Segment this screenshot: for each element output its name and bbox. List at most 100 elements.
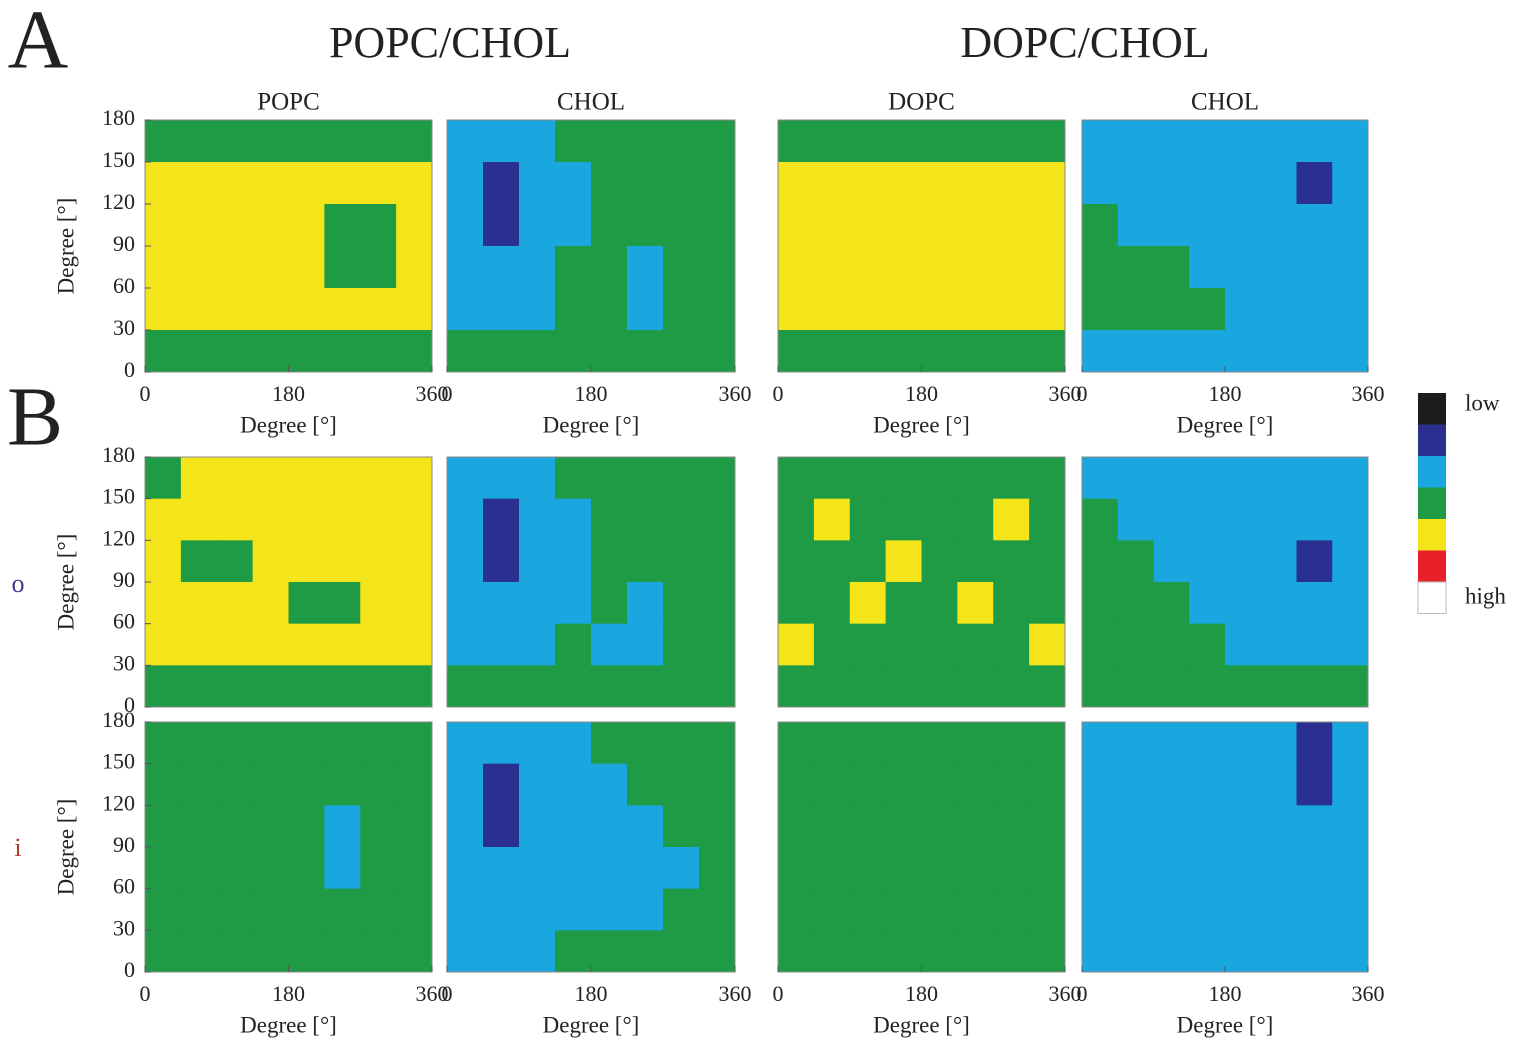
heatmap-cell	[663, 722, 700, 765]
heatmap-cell	[699, 582, 736, 625]
heatmap-cell	[252, 930, 289, 973]
heatmap-cell	[778, 498, 815, 541]
heatmap-cell	[1296, 665, 1333, 708]
y-tick-label: 180	[102, 707, 135, 732]
heatmap-cell	[1117, 623, 1154, 666]
colorbar-swatch	[1418, 487, 1446, 519]
heatmap-cell	[1332, 930, 1369, 973]
heatmap-cell	[396, 498, 433, 541]
heatmap-cell	[957, 457, 994, 500]
heatmap-cell	[1260, 162, 1297, 205]
heatmap-cell	[555, 763, 592, 806]
heatmap-cell	[180, 288, 218, 331]
heatmap-cell	[699, 623, 736, 666]
heatmap-cell	[324, 498, 361, 541]
heatmap-cell	[849, 805, 887, 848]
heatmap-cell	[885, 847, 922, 890]
heatmap-cell	[627, 246, 664, 289]
heatmap-cell	[1332, 722, 1369, 765]
plot-frame	[777, 456, 1066, 708]
heatmap-cell	[447, 888, 484, 931]
heatmap-cell	[663, 330, 700, 373]
heatmap-cell	[252, 763, 289, 806]
heatmap-cell	[324, 457, 361, 500]
heatmap-cell	[591, 930, 628, 973]
heatmap-cell	[993, 930, 1030, 973]
colorbar-swatch	[1417, 581, 1447, 614]
heatmap-cell	[1153, 162, 1190, 205]
heatmap-cell	[849, 204, 887, 247]
heatmap-cell	[885, 763, 922, 806]
column-title: POPC	[257, 89, 320, 116]
heatmap-cell	[1082, 930, 1119, 973]
heatmap-cell	[360, 204, 397, 247]
heatmap-cell	[993, 498, 1030, 541]
heatmap-cell	[885, 162, 922, 205]
heatmap-cell	[447, 722, 484, 765]
heatmap-cell	[1082, 204, 1119, 247]
heatmap-cell	[885, 120, 922, 163]
heatmap-cell	[288, 722, 325, 765]
heatmap-cell	[145, 847, 182, 890]
heatmap-cell	[993, 582, 1030, 625]
heatmap-cell	[1117, 722, 1154, 765]
y-tick-label: 150	[102, 484, 135, 509]
heatmap-cell	[1189, 888, 1226, 931]
heatmap-cell	[396, 582, 433, 625]
y-tick-label: 60	[113, 874, 135, 899]
heatmap-cell	[627, 204, 664, 247]
heatmap-cell	[663, 204, 700, 247]
heatmap-cell	[483, 665, 520, 708]
x-tick-label: 0	[773, 981, 784, 1006]
heatmap-cell	[1225, 930, 1262, 973]
heatmap-cell	[288, 847, 325, 890]
heatmap-cell	[1029, 623, 1066, 666]
heatmap-cell	[324, 246, 361, 289]
heatmap-cell	[1225, 722, 1262, 765]
heatmap-cell	[778, 246, 815, 289]
heatmap-cell	[921, 930, 958, 973]
heatmap-cell	[699, 847, 736, 890]
heatmap-cell	[1153, 204, 1190, 247]
colorbar-swatch	[1418, 550, 1446, 582]
heatmap-cell	[1082, 763, 1119, 806]
heatmap-cell	[555, 204, 592, 247]
heatmap-cell	[849, 457, 887, 500]
heatmap-cell	[591, 540, 628, 583]
heatmap-cell	[483, 540, 520, 583]
heatmap-cell	[885, 288, 922, 331]
heatmap-cell	[1082, 246, 1119, 289]
heatmap-cell	[699, 162, 736, 205]
x-tick-label: 180	[575, 381, 608, 406]
heatmap-cell	[1189, 330, 1226, 373]
heatmap-cell	[921, 623, 958, 666]
x-axis-label: Degree [°]	[543, 1012, 640, 1037]
x-tick-label: 180	[1209, 981, 1242, 1006]
heatmap-cell	[663, 246, 700, 289]
heatmap-cell	[216, 582, 254, 625]
heatmap-cell	[145, 330, 182, 373]
heatmap-cell	[627, 847, 664, 890]
heatmap-cell	[993, 805, 1030, 848]
heatmap-cell	[180, 246, 218, 289]
heatmap-cell	[1296, 888, 1333, 931]
heatmap-cell	[813, 888, 851, 931]
heatmap-cell	[555, 120, 592, 163]
heatmap-cell	[360, 498, 397, 541]
heatmap-cell	[1029, 847, 1066, 890]
heatmap-cell	[627, 457, 664, 500]
heatmap-cell	[180, 888, 218, 931]
heatmap-cell	[993, 288, 1030, 331]
heatmap-cell	[1029, 763, 1066, 806]
heatmap-cell	[663, 665, 700, 708]
heatmap-cell	[1029, 204, 1066, 247]
heatmap-cell	[447, 288, 484, 331]
heatmap-cell	[1225, 162, 1262, 205]
x-tick-label: 180	[905, 981, 938, 1006]
heatmap-cell	[778, 288, 815, 331]
heatmap-cell	[813, 540, 851, 583]
heatmap-cell	[813, 847, 851, 890]
heatmap-cell	[921, 582, 958, 625]
heatmap-cell	[519, 847, 556, 890]
heatmap-cell	[360, 722, 397, 765]
